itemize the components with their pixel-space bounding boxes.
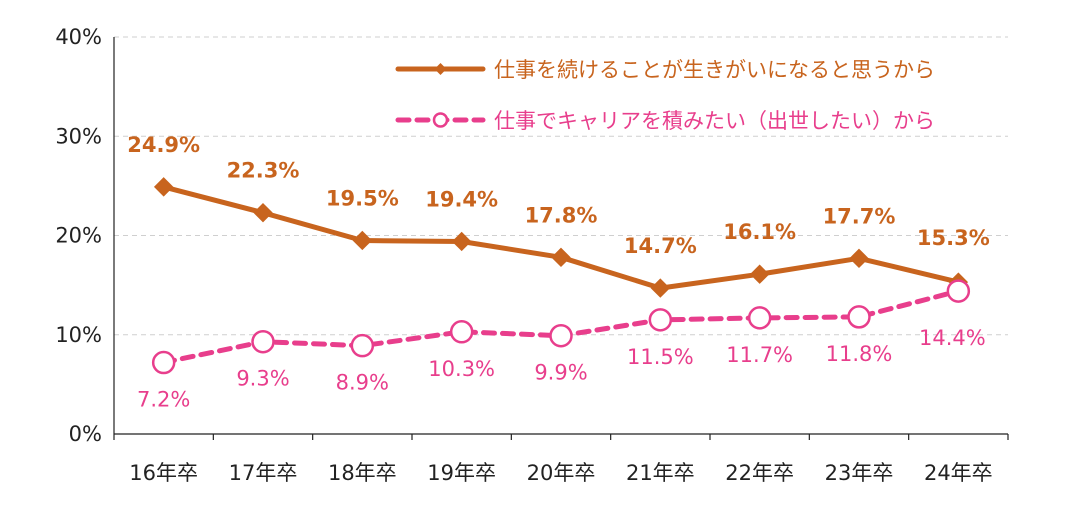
x-tick-label: 24年卒 bbox=[924, 461, 993, 485]
data-label: 17.7% bbox=[823, 204, 896, 228]
data-label: 17.8% bbox=[525, 203, 598, 227]
x-tick-label: 20年卒 bbox=[527, 461, 596, 485]
data-point bbox=[747, 306, 772, 330]
x-tick-labels: 16年卒 17年卒 18年卒 19年卒 20年卒 21年卒 22年卒 23年卒 24年卒 bbox=[129, 461, 992, 485]
data-label: 10.3% bbox=[428, 357, 495, 381]
data-point bbox=[849, 248, 869, 269]
x-tick-label: 19年卒 bbox=[427, 461, 496, 485]
y-tick-label: 30% bbox=[55, 124, 102, 148]
data-label: 16.1% bbox=[723, 220, 796, 244]
data-label: 9.3% bbox=[236, 367, 289, 391]
data-label: 11.7% bbox=[726, 343, 793, 367]
x-tick-label: 18年卒 bbox=[328, 461, 397, 485]
x-tick-label: 21年卒 bbox=[626, 461, 695, 485]
data-point bbox=[352, 230, 373, 251]
x-tick-label: 16年卒 bbox=[129, 461, 198, 485]
x-tick-label: 22年卒 bbox=[725, 461, 794, 485]
data-point bbox=[551, 247, 571, 268]
data-point bbox=[648, 308, 673, 332]
x-tick-label: 23年卒 bbox=[825, 461, 894, 485]
data-point bbox=[451, 231, 472, 252]
data-point bbox=[350, 333, 375, 358]
y-tick-label: 20% bbox=[55, 224, 102, 248]
data-label: 15.3% bbox=[917, 226, 990, 250]
data-label: 22.3% bbox=[227, 159, 300, 183]
data-point bbox=[449, 320, 474, 344]
legend-label-1: 仕事を続けることが生きがいになると思うから bbox=[494, 58, 935, 82]
data-point bbox=[549, 323, 573, 348]
data-label: 14.7% bbox=[624, 234, 697, 258]
data-label: 19.5% bbox=[326, 186, 399, 210]
data-point bbox=[151, 350, 176, 375]
data-point bbox=[847, 305, 871, 329]
data-label: 19.4% bbox=[425, 187, 498, 211]
axes bbox=[113, 37, 1009, 440]
data-point bbox=[153, 177, 174, 197]
data-point bbox=[253, 202, 273, 223]
legend-label-2: 仕事でキャリアを積みたい（出世したい）から bbox=[494, 109, 935, 133]
data-point bbox=[749, 264, 770, 284]
data-point bbox=[650, 278, 671, 298]
data-point bbox=[946, 279, 971, 303]
series-lines bbox=[151, 177, 971, 375]
data-label: 8.9% bbox=[336, 371, 389, 395]
legend-marker bbox=[434, 63, 447, 75]
data-labels: 24.9% 22.3% 19.5% 19.4% 17.8% 14.7% 16.1% 17.7%… bbox=[127, 133, 990, 412]
y-tick-label: 0% bbox=[69, 422, 102, 446]
y-tick-labels: 0% 10% 20% 30% 40% bbox=[55, 25, 102, 446]
data-label: 24.9% bbox=[127, 133, 200, 157]
data-label: 7.2% bbox=[137, 388, 190, 412]
data-point bbox=[251, 329, 275, 354]
data-label: 14.4% bbox=[919, 326, 986, 350]
y-tick-label: 40% bbox=[55, 25, 102, 49]
legend: 仕事を続けることが生きがいになると思うから仕事でキャリアを積みたい（出世したい）… bbox=[395, 58, 935, 133]
series-line-1 bbox=[161, 184, 961, 291]
data-label: 9.9% bbox=[534, 361, 587, 385]
x-tick-label: 17年卒 bbox=[229, 461, 298, 485]
legend-marker bbox=[432, 112, 449, 128]
data-label: 11.5% bbox=[627, 345, 694, 369]
y-tick-label: 10% bbox=[55, 323, 102, 347]
data-label: 11.8% bbox=[826, 342, 893, 366]
